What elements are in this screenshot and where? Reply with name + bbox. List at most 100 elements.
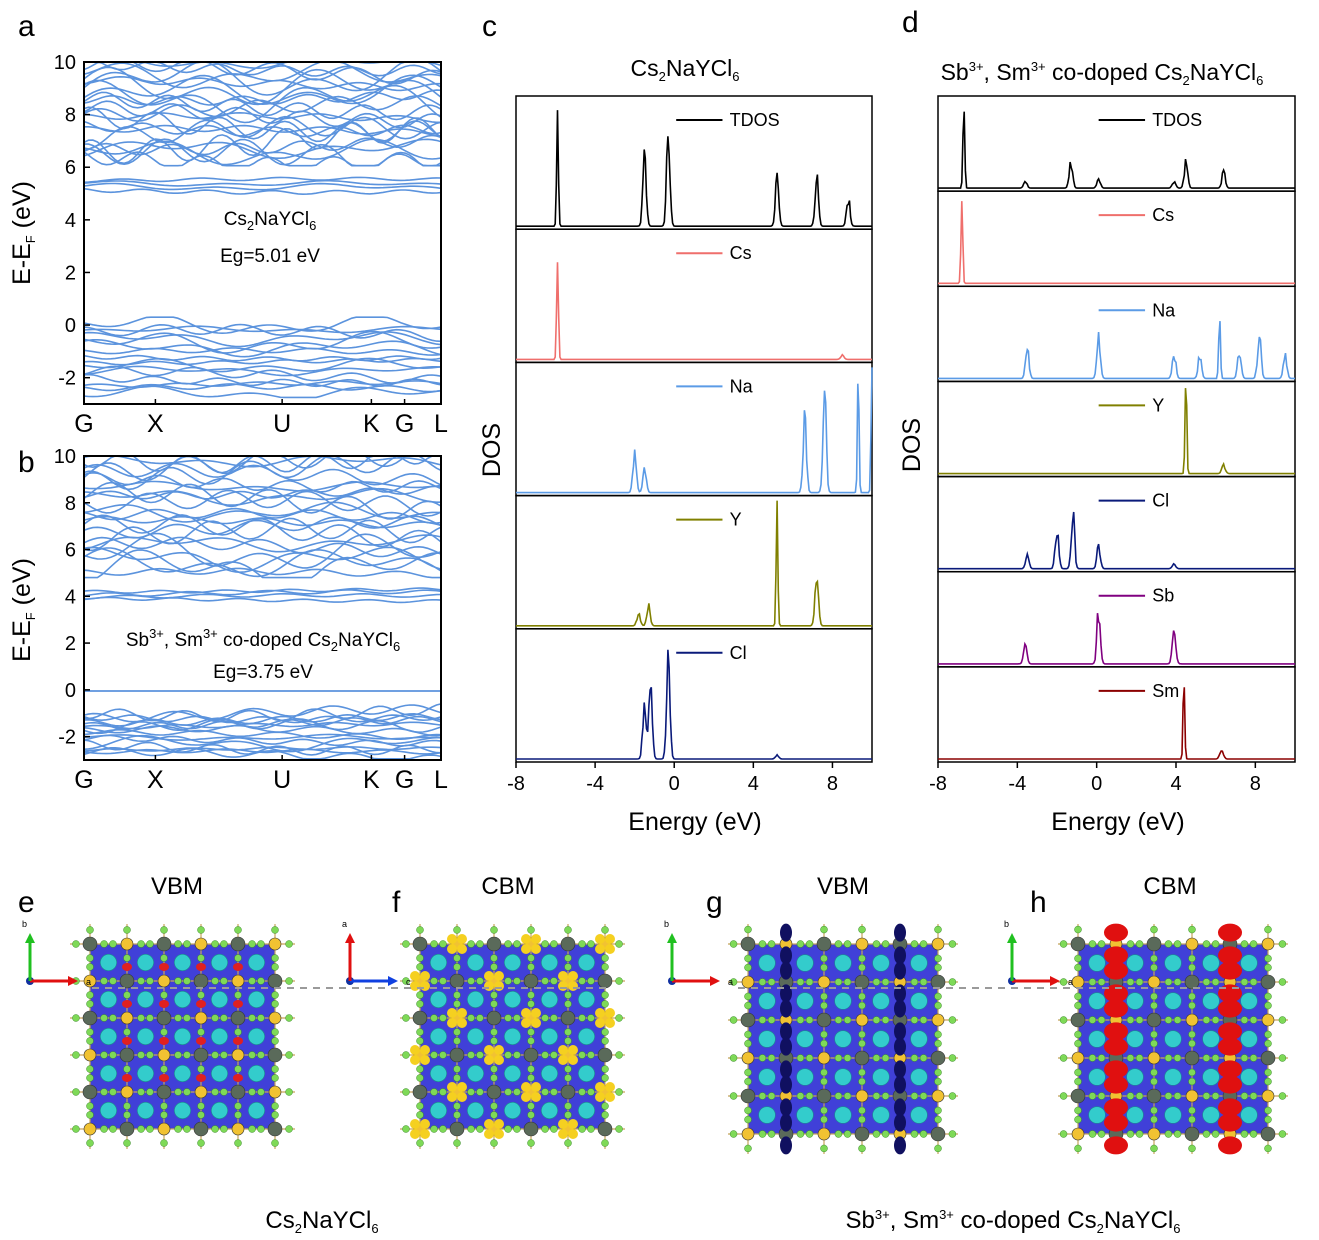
cs-atom xyxy=(1088,992,1106,1010)
cl-atom xyxy=(1074,1106,1082,1115)
cl-atom xyxy=(1173,1130,1182,1138)
band-line xyxy=(83,316,442,335)
cl-atom xyxy=(1188,992,1196,1001)
cl-atom xyxy=(146,977,154,985)
cl-atom xyxy=(948,978,957,986)
cl-atom xyxy=(578,1125,586,1133)
cl-atom xyxy=(271,954,279,962)
band-line xyxy=(83,485,442,500)
cl-atom xyxy=(86,963,94,971)
cs-atom xyxy=(1164,954,1182,972)
cs-atom xyxy=(1126,954,1144,972)
cl-atom xyxy=(257,1014,265,1022)
dos-d-subpanels: TDOS Cs Na Y Cl Sb Sm xyxy=(937,95,1296,763)
dos-curve-tdos xyxy=(516,110,872,227)
cl-atom xyxy=(86,1065,94,1073)
kpoint-label: L xyxy=(434,410,448,438)
cs-atom xyxy=(504,991,521,1008)
cl-atom xyxy=(1173,1054,1182,1062)
cl-atom xyxy=(72,940,80,948)
cl-atom xyxy=(453,1139,461,1147)
orbital-lobe xyxy=(780,1098,792,1117)
cs-atom xyxy=(504,1028,521,1045)
cl-atom xyxy=(160,1102,168,1110)
cl-atom xyxy=(211,1051,219,1059)
band-line xyxy=(83,714,442,724)
cl-atom xyxy=(527,1139,535,1147)
orbital-lobe xyxy=(894,923,906,942)
band-a-material: Cs2NaYCl6 xyxy=(224,209,317,233)
cl-atom xyxy=(174,1014,182,1022)
orbital-lobe xyxy=(484,1055,494,1065)
struct-f-title: CBM xyxy=(481,873,534,900)
cl-atom xyxy=(527,963,535,971)
cl-atom xyxy=(834,1016,843,1024)
cs-atom xyxy=(1202,1030,1220,1048)
cl-atom xyxy=(1126,1054,1135,1062)
cl-atom xyxy=(1135,1092,1144,1100)
kpoint-label: K xyxy=(363,410,380,438)
cl-atom xyxy=(858,1115,866,1124)
band-b-frame xyxy=(83,455,442,761)
cl-atom xyxy=(934,963,942,972)
cl-atom xyxy=(86,1074,94,1082)
na-atom xyxy=(1261,1089,1275,1103)
cl-atom xyxy=(430,1125,438,1133)
y-atom xyxy=(854,1050,870,1066)
y-tick-label: -2 xyxy=(58,727,76,749)
x-tick-label: -8 xyxy=(507,773,525,795)
orbital-lobe xyxy=(196,1073,206,1082)
cs-atom xyxy=(1240,1068,1258,1086)
orbital-lobe xyxy=(1104,1136,1128,1155)
cs-atom xyxy=(137,954,154,971)
cs-atom xyxy=(872,1030,890,1048)
cs-atom xyxy=(541,954,558,971)
cl-atom xyxy=(513,1014,521,1022)
cl-atom xyxy=(137,977,145,985)
band-line xyxy=(83,715,442,731)
cl-atom xyxy=(402,1088,410,1096)
cs-atom xyxy=(430,1065,447,1082)
cl-atom xyxy=(490,1000,498,1008)
struct-g-title: VBM xyxy=(817,873,869,900)
cl-atom xyxy=(1059,1092,1068,1100)
cl-atom xyxy=(948,1054,957,1062)
cl-atom xyxy=(513,1051,521,1059)
cl-atom xyxy=(601,954,609,962)
cl-atom xyxy=(601,991,609,999)
cl-atom xyxy=(197,926,205,934)
cl-atom xyxy=(211,977,219,985)
orbital-lobe xyxy=(420,1119,430,1129)
cl-atom xyxy=(1126,1016,1135,1024)
cl-atom xyxy=(1264,925,1272,934)
cs-atom xyxy=(834,954,852,972)
cl-atom xyxy=(220,1125,228,1133)
y-atom xyxy=(1070,1088,1086,1104)
cl-atom xyxy=(615,940,623,948)
dos-curve-na xyxy=(938,321,1295,380)
band-line xyxy=(84,61,442,77)
y-atom xyxy=(930,1050,946,1066)
cl-atom xyxy=(100,1051,108,1059)
band-a-frame xyxy=(83,61,442,405)
cl-atom xyxy=(1135,1016,1144,1024)
cs-atom xyxy=(541,1065,558,1082)
y-atom xyxy=(486,1010,502,1026)
orbital-lobe xyxy=(894,1022,906,1041)
y-atom xyxy=(1146,1012,1162,1028)
cl-atom xyxy=(416,1139,424,1147)
cl-atom xyxy=(615,1088,623,1096)
band-line xyxy=(83,182,442,191)
y-atom xyxy=(816,1088,832,1104)
cs-atom xyxy=(137,991,154,1008)
axis-arrowhead xyxy=(68,976,78,986)
cl-atom xyxy=(490,991,498,999)
cl-atom xyxy=(1264,1068,1272,1077)
orbital-lobe xyxy=(159,1036,169,1045)
cl-atom xyxy=(430,940,438,948)
cl-atom xyxy=(1164,940,1173,948)
cl-atom xyxy=(197,1028,205,1036)
cs-atom xyxy=(872,1106,890,1124)
cl-atom xyxy=(858,1030,866,1039)
y-atom xyxy=(854,1126,870,1142)
